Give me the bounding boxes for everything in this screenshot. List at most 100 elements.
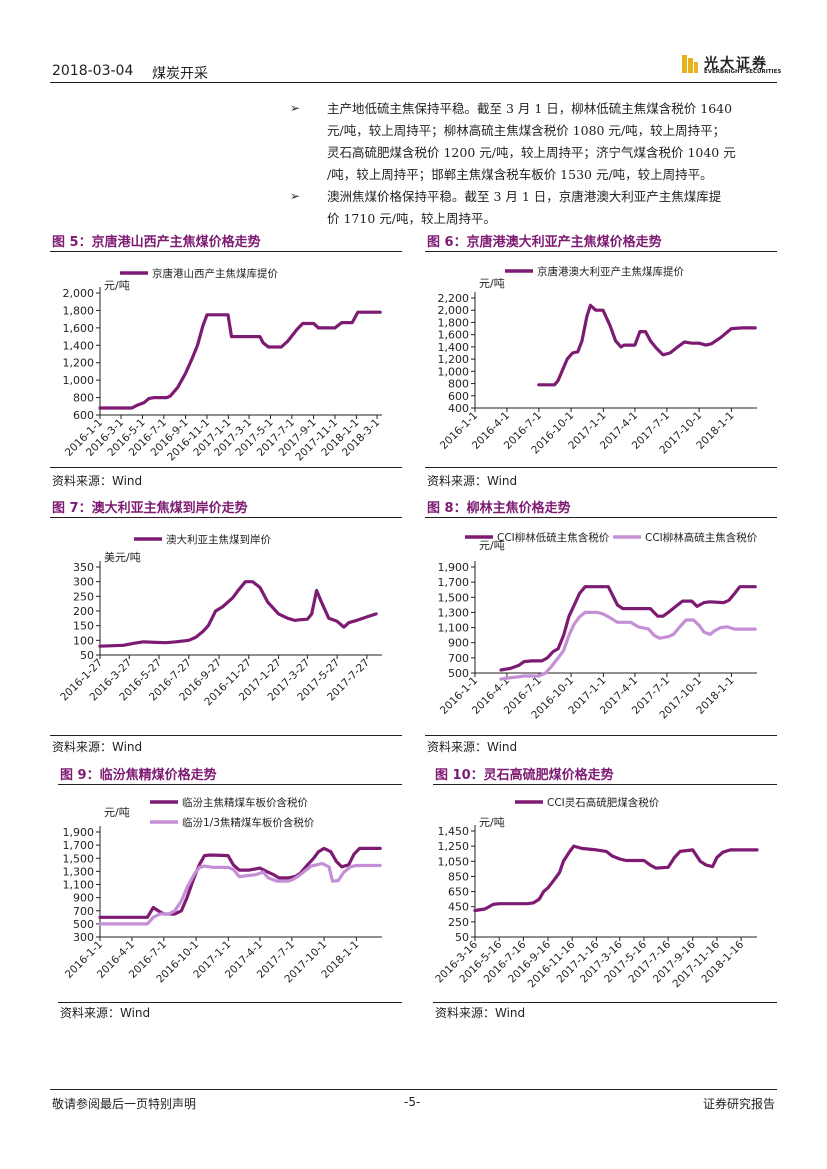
series-line	[98, 580, 378, 648]
y-tick-label: 1,250	[438, 840, 470, 853]
chart-jingtang-shanxi-coking-coal: 元/吨6008001,0001,2001,4001,6001,8002,0002…	[63, 267, 383, 464]
logo-mark-icon	[682, 55, 698, 73]
chart-linfen-coking-coal: 元/吨 3005007009001,1001,3001,5001,7001,900…	[63, 796, 382, 986]
figure-title: 图 5：京唐港山西产主焦煤价格走势	[52, 235, 261, 250]
figure-separator	[50, 251, 402, 252]
y-tick-label: 1,200	[438, 353, 470, 366]
logo-text-cn: 光大证券	[704, 56, 768, 72]
bullet-paragraph: 澳洲焦煤价格保持平稳。截至 3 月 1 日，京唐港澳大利亚产主焦煤库提 价 17…	[327, 186, 782, 230]
y-tick-label: 1,800	[63, 304, 95, 317]
series-line	[98, 846, 382, 919]
legend-label: 澳大利亚主焦煤到岸价	[166, 533, 271, 546]
chart-jingtang-australia-coking-coal: 元/吨 4006008001,0001,2001,4001,6001,8002,0…	[438, 265, 757, 457]
y-tick-label: 900	[73, 892, 94, 905]
legend-label: 临汾主焦精煤车板价含税价	[182, 796, 308, 809]
figure-separator	[425, 467, 777, 468]
figure-title: 图 9：临汾焦精煤价格走势	[60, 768, 217, 783]
y-tick-label: 500	[448, 667, 469, 680]
series-line	[499, 610, 757, 681]
source-note: 资料来源：Wind	[52, 474, 143, 488]
y-tick-label: 300	[73, 931, 94, 944]
y-tick-label: 1,000	[63, 374, 95, 387]
y-tick-label: 500	[73, 918, 94, 931]
series-line	[473, 844, 759, 913]
figure-title: 图 8：柳林主焦价格走势	[427, 501, 571, 516]
y-unit-label: 元/吨	[104, 806, 130, 819]
bullet-arrow-icon: ➢	[290, 101, 301, 115]
chart-lingshi-fat-coal: 元/吨502504506508501,0501,2501,4502016-3-1…	[433, 796, 759, 990]
figure-separator	[58, 1002, 402, 1003]
source-note: 资料来源：Wind	[60, 1006, 151, 1020]
y-tick-label: 350	[73, 561, 94, 574]
y-tick-label: 250	[73, 590, 94, 603]
y-tick-label: 1,200	[63, 357, 95, 370]
figure-separator	[425, 251, 777, 252]
y-tick-label: 200	[73, 605, 94, 618]
figure-separator	[50, 467, 402, 468]
figure-separator	[50, 517, 402, 518]
y-tick-label: 1,400	[63, 339, 95, 352]
y-tick-label: 50	[455, 931, 469, 944]
y-tick-label: 1,050	[438, 855, 470, 868]
y-tick-label: 400	[448, 402, 469, 415]
y-tick-label: 450	[448, 901, 469, 914]
y-tick-label: 300	[73, 576, 94, 589]
footer-disclaimer: 敬请参阅最后一页特别声明	[52, 1097, 197, 1111]
bullet-arrow-icon: ➢	[290, 189, 301, 203]
series-line	[499, 585, 757, 672]
y-tick-label: 1,450	[438, 825, 470, 838]
y-tick-label: 1,600	[438, 329, 470, 342]
y-tick-label: 1,600	[63, 322, 95, 335]
legend-label: CCI柳林高硫主焦含税价	[645, 531, 758, 544]
y-tick-label: 850	[448, 870, 469, 883]
legend-label: CCI柳林低硫主焦含税价	[497, 531, 610, 544]
paragraph-line: 价 1710 元/吨，较上周持平。	[327, 211, 496, 226]
figure-separator	[425, 735, 777, 736]
figure-separator	[433, 1002, 777, 1003]
legend-label: 京唐港澳大利亚产主焦煤库提价	[537, 265, 684, 278]
footer-rule	[50, 1089, 777, 1090]
paragraph-line: 主产地低硫主焦保持平稳。截至 3 月 1 日，柳林低硫主焦煤含税价 1640	[327, 101, 733, 116]
y-tick-label: 1,000	[438, 365, 470, 378]
page-number: -5-	[404, 1095, 421, 1109]
y-tick-label: 600	[73, 409, 94, 422]
y-unit-label: 元/吨	[479, 539, 505, 552]
y-tick-label: 600	[448, 390, 469, 403]
y-tick-label: 1,400	[438, 341, 470, 354]
y-tick-label: 650	[448, 886, 469, 899]
y-tick-label: 900	[448, 637, 469, 650]
y-tick-label: 50	[80, 649, 94, 662]
paragraph-line: 元/吨，较上周持平；柳林高硫主焦煤含税价 1080 元/吨，较上周持平；	[327, 123, 726, 138]
y-unit-label: 美元/吨	[104, 551, 141, 564]
bullet-paragraph: 主产地低硫主焦保持平稳。截至 3 月 1 日，柳林低硫主焦煤含税价 1640 元…	[327, 98, 782, 186]
y-tick-label: 800	[448, 378, 469, 391]
figure-separator	[425, 517, 777, 518]
legend-label: 临汾1/3焦精煤车板价含税价	[182, 816, 315, 829]
logo-text-en: EVERBRIGHT SECURITIES	[704, 69, 782, 75]
report-section: 煤炭开采	[152, 66, 208, 82]
source-note: 资料来源：Wind	[52, 740, 143, 754]
y-tick-label: 1,300	[438, 606, 470, 619]
y-tick-label: 1,700	[63, 839, 95, 852]
y-tick-label: 150	[73, 620, 94, 633]
chart-liulin-coking-coal: 元/吨5007009001,1001,3001,5001,7001,900201…	[438, 531, 758, 722]
y-tick-label: 1,800	[438, 316, 470, 329]
figure-separator	[50, 735, 402, 736]
y-tick-label: 2,000	[63, 287, 95, 300]
y-tick-label: 1,900	[438, 561, 470, 574]
y-tick-label: 1,900	[63, 826, 95, 839]
legend-label: CCI灵石高硫肥煤含税价	[547, 796, 660, 809]
header-rule	[50, 82, 777, 83]
y-tick-label: 2,200	[438, 292, 470, 305]
y-unit-label: 元/吨	[479, 816, 505, 829]
y-tick-label: 2,000	[438, 304, 470, 317]
series-line	[98, 861, 382, 926]
y-tick-label: 1,100	[63, 879, 95, 892]
y-unit-label: 元/吨	[104, 279, 130, 292]
y-tick-label: 100	[73, 634, 94, 647]
company-logo: 光大证券 EVERBRIGHT SECURITIES	[680, 52, 782, 76]
paragraph-line: 灵石高硫肥煤含税价 1200 元/吨，较上周持平；济宁气煤含税价 1040 元	[327, 145, 736, 160]
y-tick-label: 1,300	[63, 865, 95, 878]
figure-separator	[58, 784, 402, 785]
chart-australia-cif-price: 美元/吨501001502002503003502016-1-272016-3-…	[58, 533, 382, 708]
